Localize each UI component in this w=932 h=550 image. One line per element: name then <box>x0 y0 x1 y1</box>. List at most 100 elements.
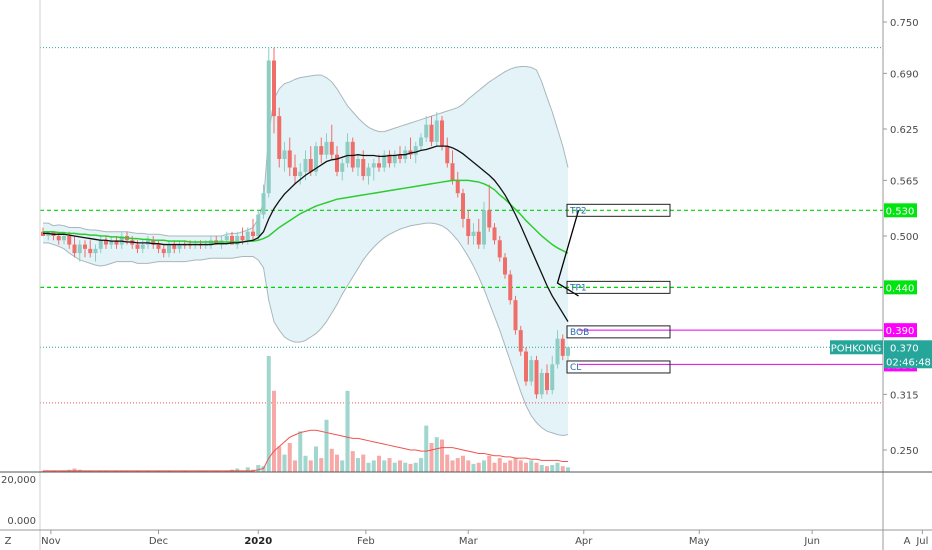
bollinger-lower-line <box>43 222 569 436</box>
candle-body <box>335 154 339 172</box>
volume-bar <box>324 419 329 472</box>
candle-body <box>382 154 387 168</box>
symbol-tag: POHKONG <box>831 343 882 354</box>
volume-bar <box>476 462 481 472</box>
candle-body <box>135 244 140 249</box>
volume-bar <box>392 462 397 472</box>
volume-bar <box>167 470 171 472</box>
annotation-drawings: TP2 TP1 BOB CL <box>556 203 671 374</box>
volume-bar <box>534 462 539 472</box>
candle-body <box>172 244 177 249</box>
candle-body <box>434 120 439 142</box>
candle-body <box>272 60 276 117</box>
volume-bar <box>408 463 413 472</box>
candle-body <box>167 244 171 254</box>
volume-bar <box>72 468 77 472</box>
volume-ma-line <box>43 429 568 472</box>
volume-bar <box>403 462 408 472</box>
volume-bar <box>350 451 355 472</box>
candle-body <box>83 244 87 249</box>
volume-bar <box>156 470 161 472</box>
candle-body <box>518 330 523 352</box>
volume-bar <box>308 460 313 472</box>
candle-body <box>224 236 229 241</box>
volume-bar <box>119 470 124 472</box>
volume-bar <box>261 466 266 472</box>
volume-bar <box>524 462 528 472</box>
candle-body <box>340 163 345 172</box>
candle-body <box>156 244 161 249</box>
candle-body <box>445 146 450 164</box>
corner-label-right: A <box>904 536 911 547</box>
candle-body <box>119 236 124 245</box>
volume-bar <box>471 463 476 472</box>
candle-body <box>492 227 497 241</box>
volume-bar <box>424 425 429 472</box>
candle-body <box>482 210 486 245</box>
volume-bar <box>277 446 282 472</box>
candle-body <box>67 236 72 245</box>
box-label-bob: BOB <box>570 328 589 338</box>
level-tag-1: 0.530 <box>886 206 915 217</box>
time-tick-label: Apr <box>575 536 593 547</box>
candle-body <box>350 141 355 168</box>
candle-body <box>503 257 507 275</box>
volume-bar <box>51 470 56 472</box>
volume-bar <box>445 454 450 472</box>
volume-bar <box>329 448 334 472</box>
time-tick-label: 2020 <box>244 536 272 547</box>
volume-bar <box>293 460 297 472</box>
candle-body <box>450 163 455 181</box>
volume-bar <box>466 460 471 472</box>
box-tp1 <box>566 280 671 294</box>
volume-bar <box>356 458 360 472</box>
candle-body <box>497 240 502 258</box>
last-price-tag-bg <box>884 340 932 369</box>
symbol-tag-bg <box>830 340 883 355</box>
candle-body <box>177 244 182 249</box>
box-label-tp2: TP2 <box>569 206 587 216</box>
box-label-tp1: TP1 <box>569 283 587 293</box>
box-label-cl: CL <box>570 363 581 373</box>
candle-body <box>361 158 366 177</box>
candle-body <box>545 372 549 391</box>
time-tick-label: May <box>689 536 710 547</box>
candle-body <box>72 244 77 254</box>
volume-bar <box>482 460 486 472</box>
candle-body <box>277 116 282 159</box>
volume-bar <box>545 466 549 472</box>
moving-averages <box>43 145 569 322</box>
box-bob <box>566 325 671 339</box>
candle-body <box>93 248 98 254</box>
level-tag-bg-2 <box>884 280 917 295</box>
volume-bar <box>98 470 103 472</box>
sma-50-line <box>43 179 569 254</box>
candle-body <box>308 158 313 172</box>
volume-bar <box>560 466 565 472</box>
candle-body <box>539 372 544 395</box>
volume-bar <box>319 458 324 472</box>
candle-body <box>240 236 245 241</box>
level-tag-2: 0.440 <box>886 283 915 294</box>
time-tick-label: Mar <box>459 536 479 547</box>
candle-body <box>461 193 465 219</box>
volume-bar <box>518 460 523 472</box>
level-tag-bg-3 <box>884 323 917 338</box>
candle-body <box>566 347 570 356</box>
volume-bar <box>135 470 140 472</box>
volume-bar <box>398 460 402 472</box>
sma-20-line <box>43 145 569 322</box>
candle-body <box>287 150 292 168</box>
volume-bar <box>503 462 507 472</box>
volume-bar <box>182 470 187 472</box>
time-tick-label: Feb <box>357 536 375 547</box>
candle-body <box>62 236 66 241</box>
level-tag-3: 0.390 <box>886 326 915 337</box>
box-cl <box>566 360 671 374</box>
volume-bar <box>539 465 544 472</box>
volume-bar <box>566 467 570 472</box>
volume-bar <box>62 470 66 472</box>
candle-body <box>329 141 334 155</box>
